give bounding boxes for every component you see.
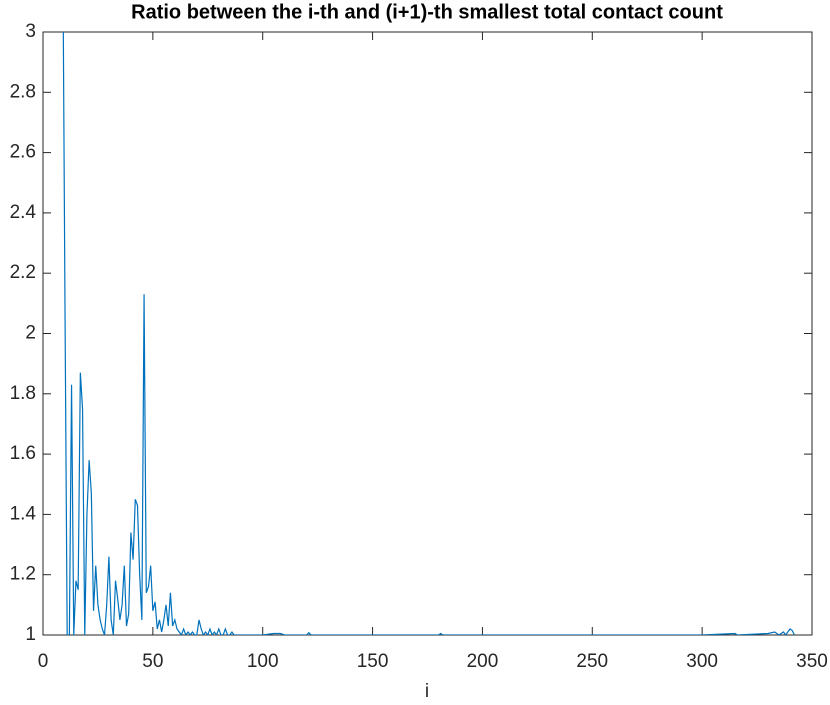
x-tick-label: 100 [247,651,279,672]
x-tick-label: 150 [357,651,389,672]
y-tick-label: 1.4 [10,503,37,524]
y-tick-label: 1.6 [10,443,36,464]
x-tick-label: 250 [576,651,608,672]
y-tick-label: 1.2 [10,564,36,585]
y-tick-label: 2 [25,323,36,344]
x-tick-label: 50 [142,651,163,672]
plot-area [42,31,813,636]
y-tick-label: 2.6 [10,142,36,163]
y-tick-label: 3 [25,21,36,42]
y-tick-label: 1 [25,624,36,645]
data-line [62,32,795,635]
x-tick-label: 200 [467,651,499,672]
y-tick-label: 2.2 [10,262,36,283]
x-tick-label: 350 [796,651,828,672]
x-tick-label: 300 [686,651,718,672]
y-tick-label: 1.8 [10,383,36,404]
x-tick-label: 0 [38,651,49,672]
x-axis-label: i [425,681,429,702]
y-tick-label: 2.8 [10,81,36,102]
chart-title: Ratio between the i-th and (i+1)-th smal… [131,1,723,23]
y-tick-label: 2.4 [10,202,37,223]
